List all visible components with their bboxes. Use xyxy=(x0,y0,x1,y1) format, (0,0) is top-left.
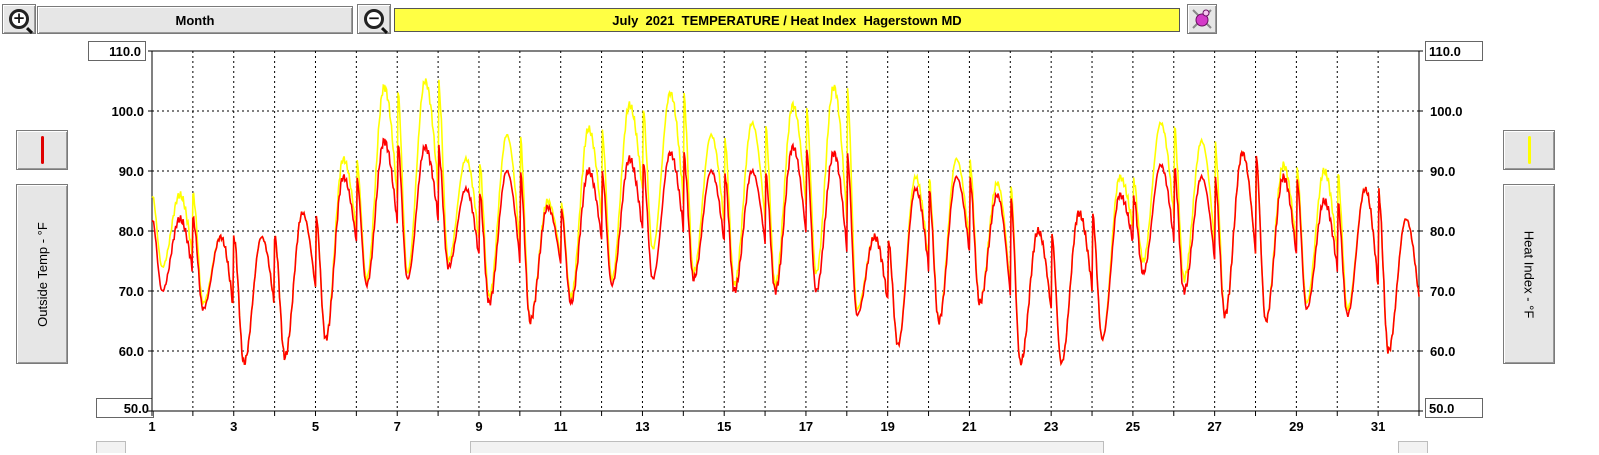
x-tick-label: 25 xyxy=(1126,419,1140,434)
outside-temp-axis-button[interactable]: Outside Temp - °F xyxy=(16,184,68,364)
period-selector[interactable]: Month xyxy=(37,6,353,34)
settings-icon xyxy=(1192,9,1212,29)
y-tick-label-left: 90.0 xyxy=(119,164,144,179)
y-min-left-field[interactable]: 50.0 xyxy=(96,398,154,418)
scroll-right-button[interactable] xyxy=(1398,441,1428,453)
outside-temp-legend-swatch xyxy=(40,136,44,164)
x-tick-label: 29 xyxy=(1289,419,1303,434)
y-tick-label-right: 60.0 xyxy=(1430,344,1455,359)
heat-index-legend-button[interactable] xyxy=(1503,130,1555,170)
scroll-left-button[interactable] xyxy=(96,441,126,453)
x-tick-label: 19 xyxy=(880,419,894,434)
zoom-in-icon: + xyxy=(9,9,29,29)
y-tick-label-right: 80.0 xyxy=(1430,224,1455,239)
y-tick-label-right: 90.0 xyxy=(1430,164,1455,179)
y-tick-label-right: 70.0 xyxy=(1430,284,1455,299)
horizontal-scrollbar[interactable] xyxy=(470,441,1104,453)
zoom-out-button[interactable]: − xyxy=(357,4,391,34)
x-tick-label: 3 xyxy=(230,419,237,434)
zoom-out-icon: − xyxy=(364,9,384,29)
x-tick-label: 17 xyxy=(799,419,813,434)
x-tick-label: 9 xyxy=(475,419,482,434)
outside-temp-legend-button[interactable] xyxy=(16,130,68,170)
x-tick-label: 7 xyxy=(394,419,401,434)
x-tick-label: 23 xyxy=(1044,419,1058,434)
grid xyxy=(152,51,1419,411)
heat-index-axis-button[interactable]: Heat Index - °F xyxy=(1503,184,1555,364)
y-axis-ticks: 60.0 60.0 70.0 70.0 80.0 80.0 90.0 90.0 100.0 100… xyxy=(111,50,1463,412)
y-tick-label-left: 100.0 xyxy=(111,104,144,119)
y-min-right-field[interactable]: 50.0 xyxy=(1425,398,1483,418)
outside-temp-series-line xyxy=(151,137,1420,367)
x-axis-ticks: 1 3 5 7 9 11 13 15 17 19 21 23 25 27 29 31 xyxy=(148,411,1420,434)
y-tick-label-right: 100.0 xyxy=(1430,104,1463,119)
x-tick-label: 27 xyxy=(1207,419,1221,434)
x-tick-label: 21 xyxy=(962,419,976,434)
x-tick-label: 11 xyxy=(554,419,568,434)
y-tick-label-left: 80.0 xyxy=(119,224,144,239)
x-tick-label: 5 xyxy=(312,419,319,434)
settings-button[interactable] xyxy=(1187,4,1217,34)
x-tick-label: 1 xyxy=(148,419,155,434)
y-max-right-field[interactable]: 110.0 xyxy=(1425,41,1483,61)
y-tick-label-left: 70.0 xyxy=(119,284,144,299)
zoom-in-button[interactable]: + xyxy=(2,4,36,34)
chart-title: July 2021 TEMPERATURE / Heat Index Hager… xyxy=(394,8,1180,32)
x-tick-label: 13 xyxy=(635,419,649,434)
x-tick-label: 31 xyxy=(1371,419,1385,434)
y-max-left-field[interactable]: 110.0 xyxy=(88,41,146,61)
y-tick-label-left: 60.0 xyxy=(119,344,144,359)
x-tick-label: 15 xyxy=(717,419,731,434)
heat-index-legend-swatch xyxy=(1527,136,1531,164)
